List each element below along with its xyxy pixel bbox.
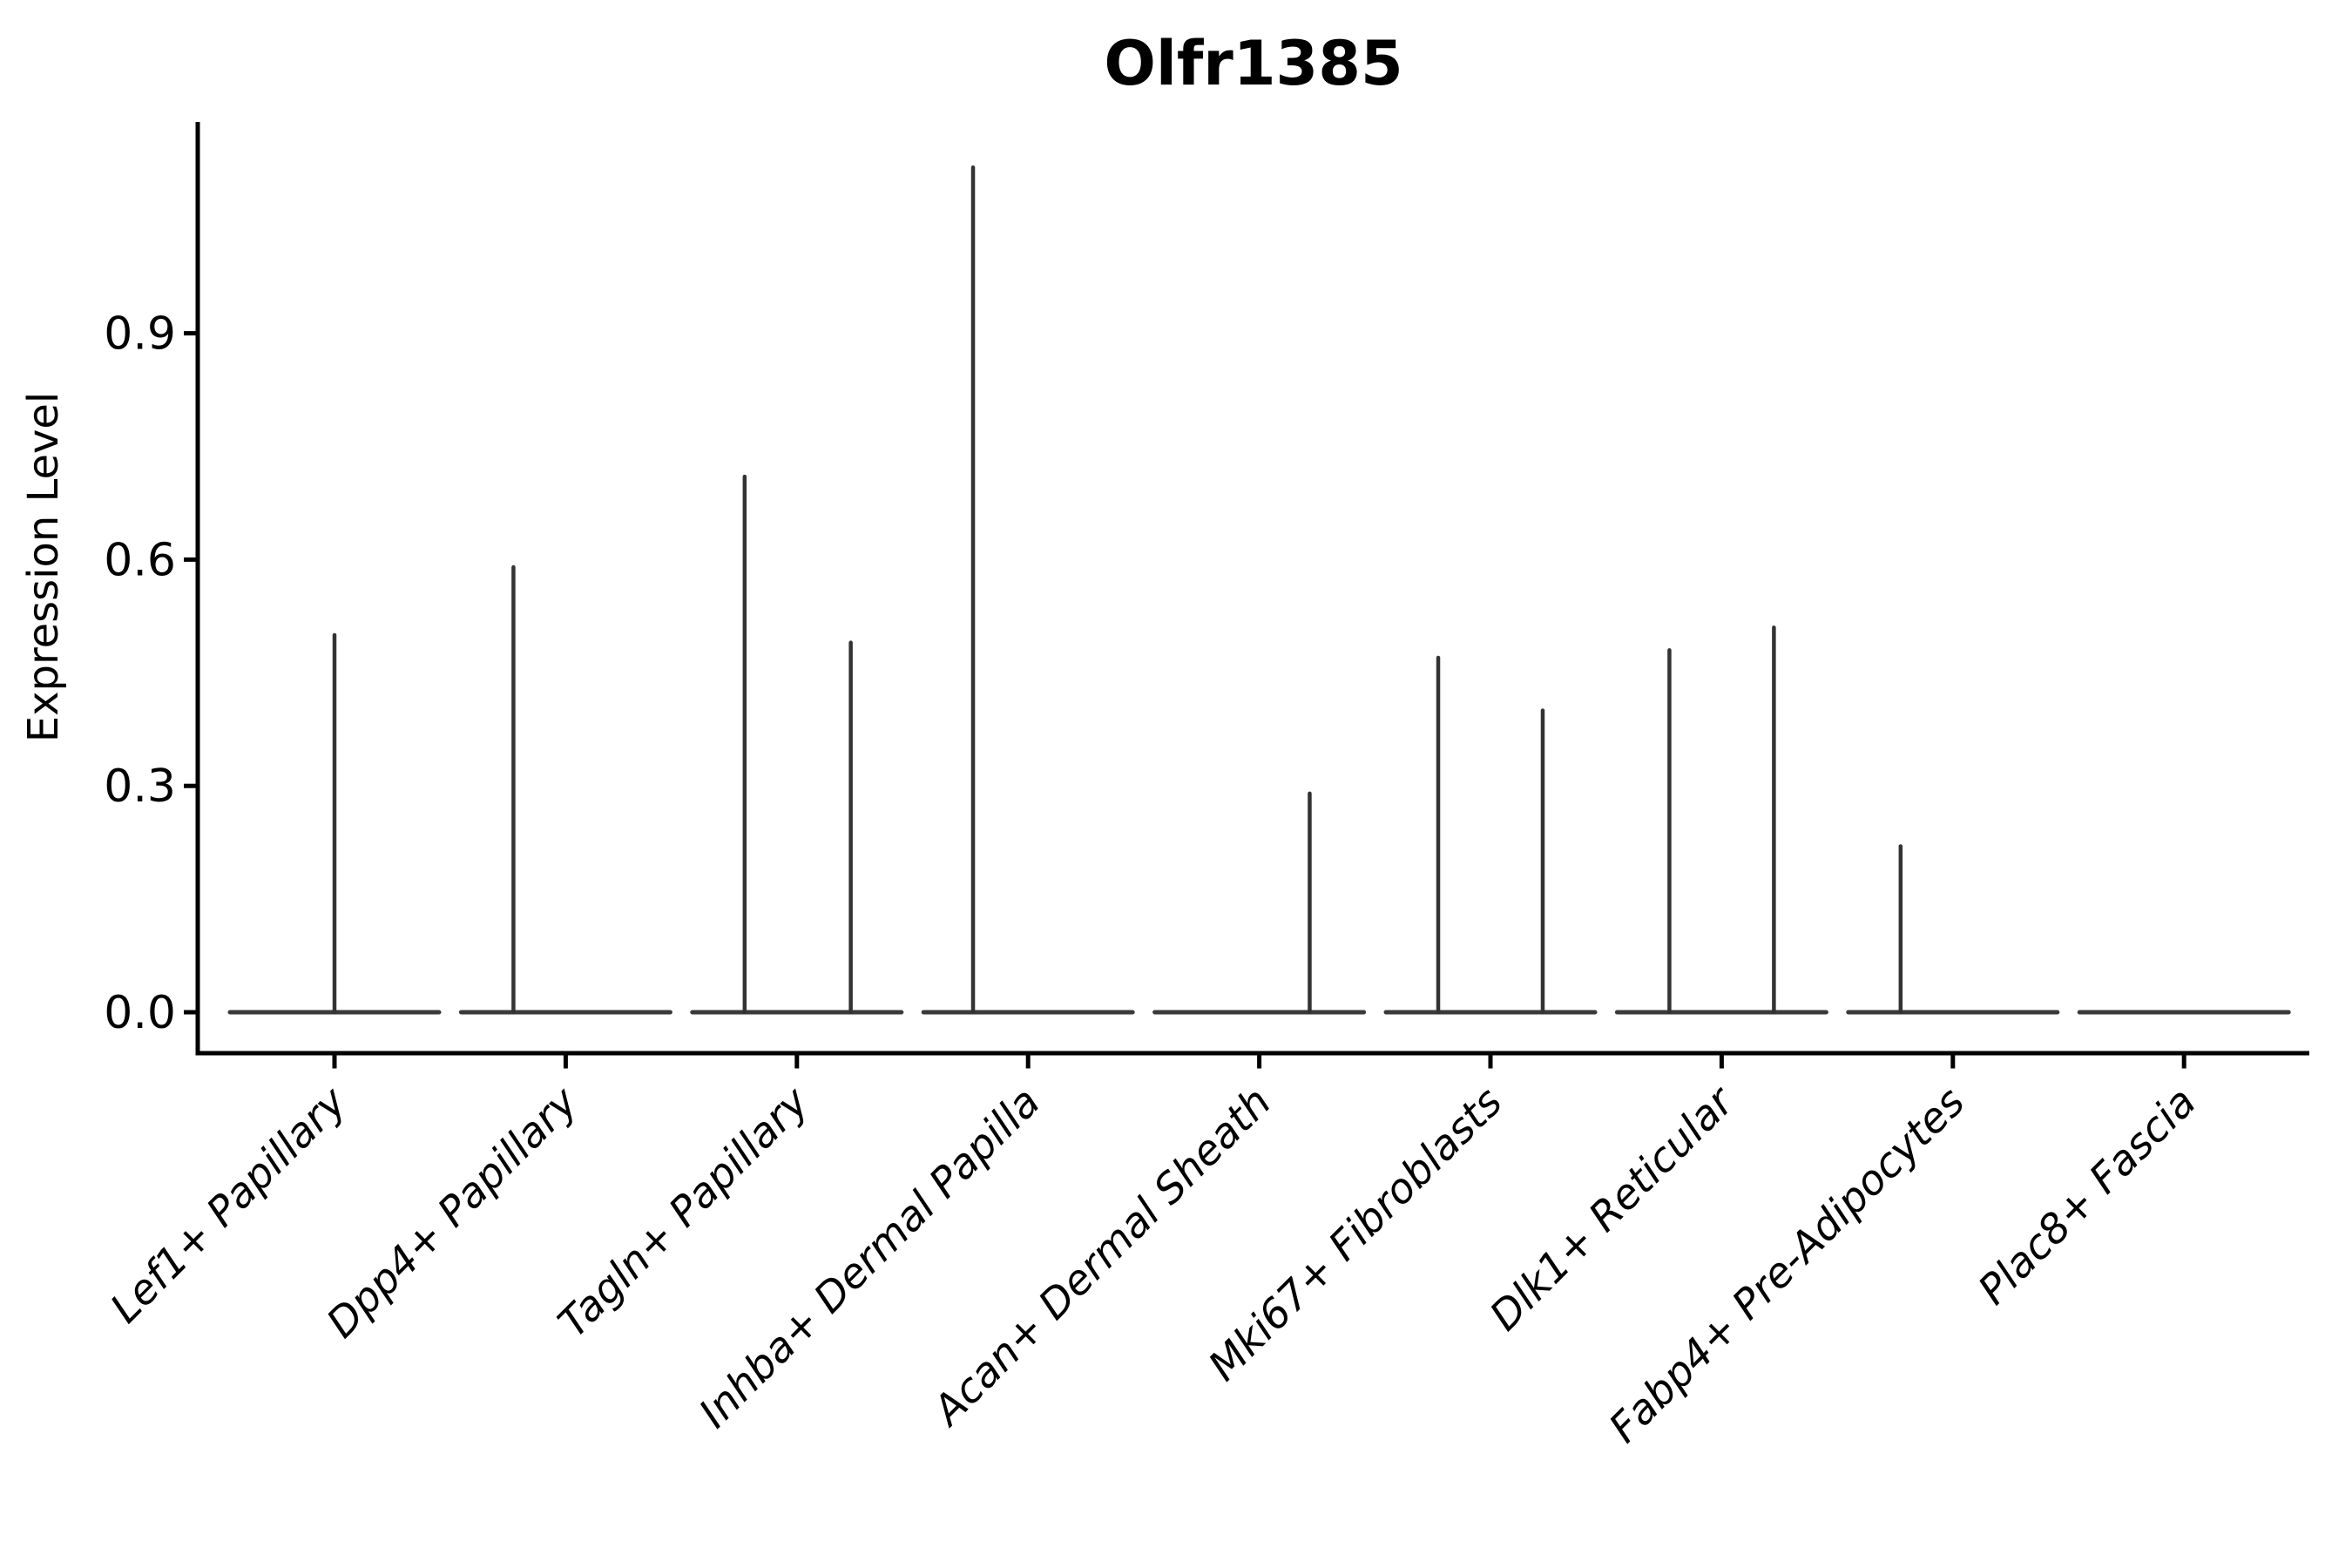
x-category-label: Tagln+ Papillary [550, 1078, 820, 1348]
y-tick-label: 0.0 [104, 987, 176, 1039]
x-category-label: Dlk1+ Reticular [1481, 1077, 1745, 1341]
x-category-label: Lef1+ Papillary [101, 1078, 356, 1333]
x-category-label: Dpp4+ Papillary [318, 1078, 588, 1348]
y-tick-label: 0.6 [104, 534, 176, 586]
chart-title: Olfr1385 [1104, 28, 1402, 99]
x-category-label: Plac8+ Fascia [1970, 1078, 2206, 1315]
y-tick-label: 0.3 [104, 760, 176, 813]
y-tick-label: 0.9 [104, 308, 176, 361]
y-axis-label: Expression Level [19, 392, 68, 743]
